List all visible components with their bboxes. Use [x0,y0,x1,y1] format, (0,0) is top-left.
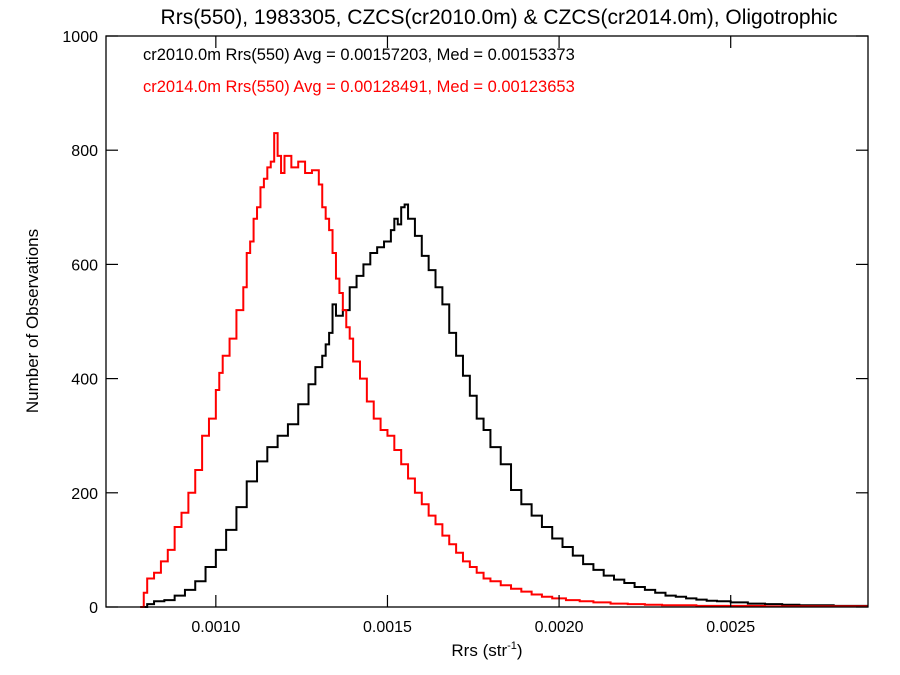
y-tick-label: 400 [71,372,98,389]
x-axis-label-end: ) [517,641,523,660]
y-tick-label: 800 [71,143,98,160]
chart-title: Rrs(550), 1983305, CZCS(cr2010.0m) & CZC… [161,6,838,29]
x-tick-label: 0.0010 [191,619,240,636]
legend-text-cr2010: cr2010.0m Rrs(550) Avg = 0.00157203, Med… [143,46,575,64]
series-layer [140,132,868,608]
x-tick-label: 0.0015 [363,619,412,636]
x-tick-label: 0.0025 [706,619,755,636]
y-tick-label: 600 [71,257,98,274]
ticks-layer: 0.0010 0.0015 0.0020 0.0025 0 200 400 600 800 100… [62,29,868,636]
x-tick-label: 0.0020 [535,619,584,636]
series-line-0 [140,203,868,608]
x-axis-label-sup: -1 [507,640,517,652]
y-axis-label: Number of Observations [23,229,42,413]
y-tick-label: 200 [71,486,98,503]
y-tick-label: 0 [89,600,98,617]
x-axis-label-main: Rrs (str [451,641,507,660]
x-axis-label: Rrs (str-1) [451,640,522,660]
series-line-1 [140,132,868,608]
y-tick-label: 1000 [62,29,98,46]
legend-text-cr2014: cr2014.0m Rrs(550) Avg = 0.00128491, Med… [143,78,575,96]
plot-frame [105,35,869,608]
